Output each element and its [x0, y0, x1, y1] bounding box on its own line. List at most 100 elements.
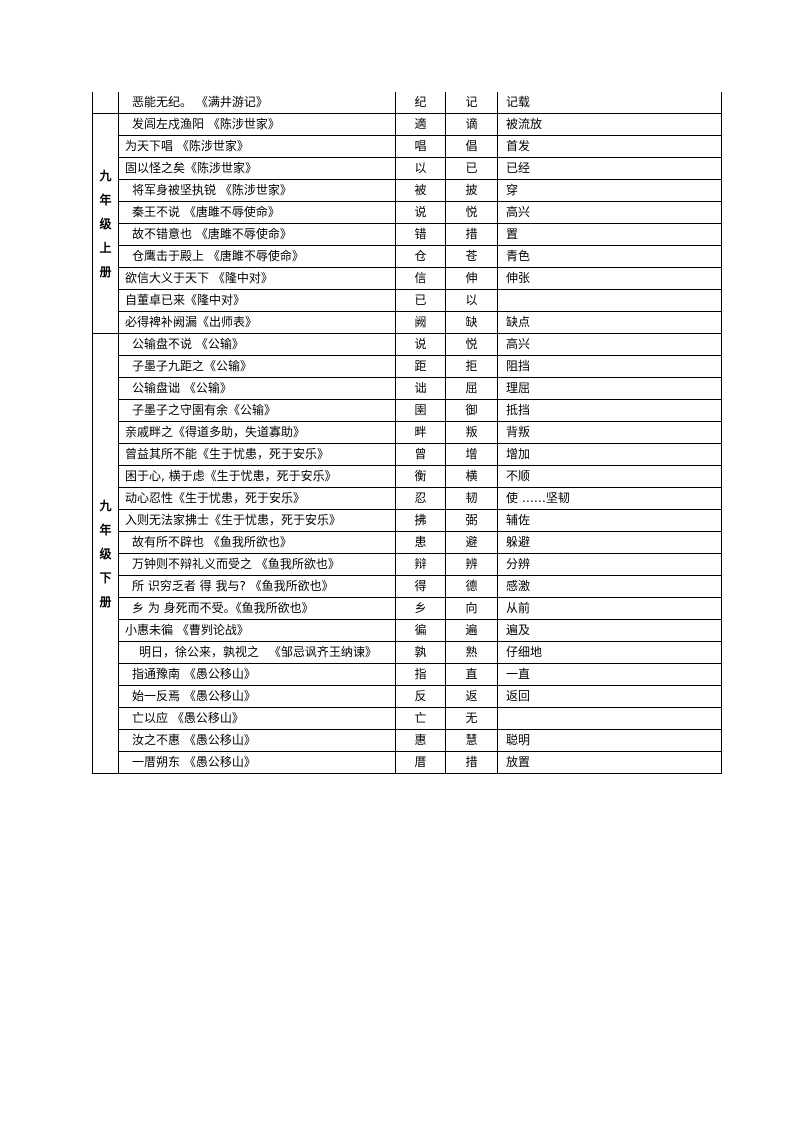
original-char-cell: 拂: [395, 509, 446, 532]
grade-cell: [92, 92, 119, 114]
sentence-cell: 万钟则不辩礼义而受之 《鱼我所欲也》: [118, 553, 396, 576]
sentence-cell: 乡 为 身死而不受。《鱼我所欲也》: [118, 597, 396, 620]
tongjia-char-cell: 避: [445, 531, 498, 554]
original-char-cell: 说: [395, 201, 446, 224]
sentence-cell: 曾益其所不能《生于忧患，死于安乐》: [118, 443, 396, 466]
grade-label: 九年级上册: [99, 168, 112, 279]
table-row: 小惠未徧 《曹刿论战》徧遍遍及: [93, 619, 722, 642]
meaning-cell: 使 ……坚韧: [497, 487, 722, 510]
original-char-cell: 说: [395, 333, 446, 356]
original-char-cell: 曾: [395, 443, 446, 466]
meaning-cell: 从前: [497, 597, 722, 620]
tongjia-char-cell: 弼: [445, 509, 498, 532]
tongjia-char-cell: 直: [445, 663, 498, 686]
tongjia-char-cell: 措: [445, 223, 498, 246]
table-row: 始一反焉 《愚公移山》反返返回: [93, 685, 722, 708]
table-row: 九年级下册 公输盘不说 《公输》说悦高兴: [92, 333, 722, 774]
meaning-cell: 聪明: [497, 729, 722, 752]
original-char-cell: 孰: [395, 641, 446, 664]
meaning-cell: 仔细地: [497, 641, 722, 664]
tongjia-char-cell: 苍: [445, 245, 498, 268]
meaning-cell: 躲避: [497, 531, 722, 554]
tongjia-char-cell: 倡: [445, 135, 498, 158]
sentence-cell: 故不错意也 《唐雎不辱使命》: [118, 223, 396, 246]
tongjia-char-cell: 韧: [445, 487, 498, 510]
tongjia-char-cell: 横: [445, 465, 498, 488]
table-row: 恶能无纪。 《满井游记》纪记记载: [92, 92, 722, 114]
meaning-cell: 阻挡: [497, 355, 722, 378]
tongjia-char-cell: 谪: [445, 113, 498, 136]
tongjia-char-cell: 叛: [445, 421, 498, 444]
sentence-cell: 一厝朔东 《愚公移山》: [118, 751, 396, 774]
grade-label: 九年级下册: [99, 498, 112, 609]
table-row: 指通豫南 《愚公移山》指直一直: [93, 663, 722, 686]
meaning-cell: [497, 289, 722, 312]
original-char-cell: 信: [395, 267, 446, 290]
table-row: 将军身被坚执锐 《陈涉世家》被披穿: [93, 179, 722, 202]
sentence-cell: 将军身被坚执锐 《陈涉世家》: [118, 179, 396, 202]
meaning-cell: [497, 707, 722, 730]
original-char-cell: 纪: [395, 92, 446, 114]
original-char-cell: 距: [395, 355, 446, 378]
original-char-cell: 圉: [395, 399, 446, 422]
sentence-cell: 欲信大义于天下 《隆中对》: [118, 267, 396, 290]
sentence-cell: 入则无法家拂士《生于忧患，死于安乐》: [118, 509, 396, 532]
tongjia-char-cell: 缺: [445, 311, 498, 334]
meaning-cell: 理屈: [497, 377, 722, 400]
original-char-cell: 辩: [395, 553, 446, 576]
tongjia-char-cell: 披: [445, 179, 498, 202]
table-row: 乡 为 身死而不受。《鱼我所欲也》乡向从前: [93, 597, 722, 620]
table-row: 所 识穷乏者 得 我与? 《鱼我所欲也》得德感激: [93, 575, 722, 598]
meaning-cell: 置: [497, 223, 722, 246]
original-char-cell: 厝: [395, 751, 446, 774]
original-char-cell: 畔: [395, 421, 446, 444]
meaning-cell: 被流放: [497, 113, 722, 136]
original-char-cell: 乡: [395, 597, 446, 620]
meaning-cell: 缺点: [497, 311, 722, 334]
tongjia-char-cell: 悦: [445, 333, 498, 356]
meaning-cell: 抵挡: [497, 399, 722, 422]
sentence-cell: 始一反焉 《愚公移山》: [118, 685, 396, 708]
meaning-cell: 记载: [497, 92, 722, 114]
original-char-cell: 忍: [395, 487, 446, 510]
sentence-cell: 公输盘不说 《公输》: [118, 333, 396, 356]
sentence-cell: 仓鹰击于殿上 《唐雎不辱使命》: [118, 245, 396, 268]
sentence-cell: 子墨子之守圉有余《公输》: [118, 399, 396, 422]
meaning-cell: 放置: [497, 751, 722, 774]
table-row: 九年级上册 发闾左戍渔阳 《陈涉世家》適谪被流放: [92, 113, 722, 334]
original-char-cell: 衡: [395, 465, 446, 488]
sentence-cell: 子墨子九距之《公输》: [118, 355, 396, 378]
table-row: 固以怪之矣《陈涉世家》以已已经: [93, 157, 722, 180]
meaning-cell: 高兴: [497, 333, 722, 356]
sentence-cell: 秦王不说 《唐雎不辱使命》: [118, 201, 396, 224]
original-char-cell: 適: [395, 113, 446, 136]
table-row: 亡以应 《愚公移山》亡无: [93, 707, 722, 730]
table-row: 一厝朔东 《愚公移山》厝措放置: [93, 751, 722, 774]
tongjia-char-cell: 返: [445, 685, 498, 708]
meaning-cell: 返回: [497, 685, 722, 708]
grade-cell: 九年级下册: [92, 333, 119, 774]
table-row: 困于心, 横于虑《生于忧患，死于安乐》衡横不顺: [93, 465, 722, 488]
table-row: 自董卓已来《隆中对》已以: [93, 289, 722, 312]
original-char-cell: 反: [395, 685, 446, 708]
meaning-cell: 伸张: [497, 267, 722, 290]
original-char-cell: 患: [395, 531, 446, 554]
sentence-cell: 所 识穷乏者 得 我与? 《鱼我所欲也》: [118, 575, 396, 598]
table-row: 入则无法家拂士《生于忧患，死于安乐》拂弼辅佐: [93, 509, 722, 532]
tongjia-char-cell: 向: [445, 597, 498, 620]
tongjia-char-cell: 无: [445, 707, 498, 730]
tongjia-char-cell: 遍: [445, 619, 498, 642]
sentence-cell: 汝之不惠 《愚公移山》: [118, 729, 396, 752]
original-char-cell: 被: [395, 179, 446, 202]
table-row: 动心忍性《生于忧患，死于安乐》忍韧使 ……坚韧: [93, 487, 722, 510]
original-char-cell: 错: [395, 223, 446, 246]
table-row: 为天下唱 《陈涉世家》唱倡首发: [93, 135, 722, 158]
original-char-cell: 以: [395, 157, 446, 180]
sentence-cell: 小惠未徧 《曹刿论战》: [118, 619, 396, 642]
meaning-cell: 辅佐: [497, 509, 722, 532]
sentence-cell: 发闾左戍渔阳 《陈涉世家》: [118, 113, 396, 136]
meaning-cell: 青色: [497, 245, 722, 268]
tongjia-char-cell: 伸: [445, 267, 498, 290]
tongjia-char-cell: 已: [445, 157, 498, 180]
meaning-cell: 一直: [497, 663, 722, 686]
